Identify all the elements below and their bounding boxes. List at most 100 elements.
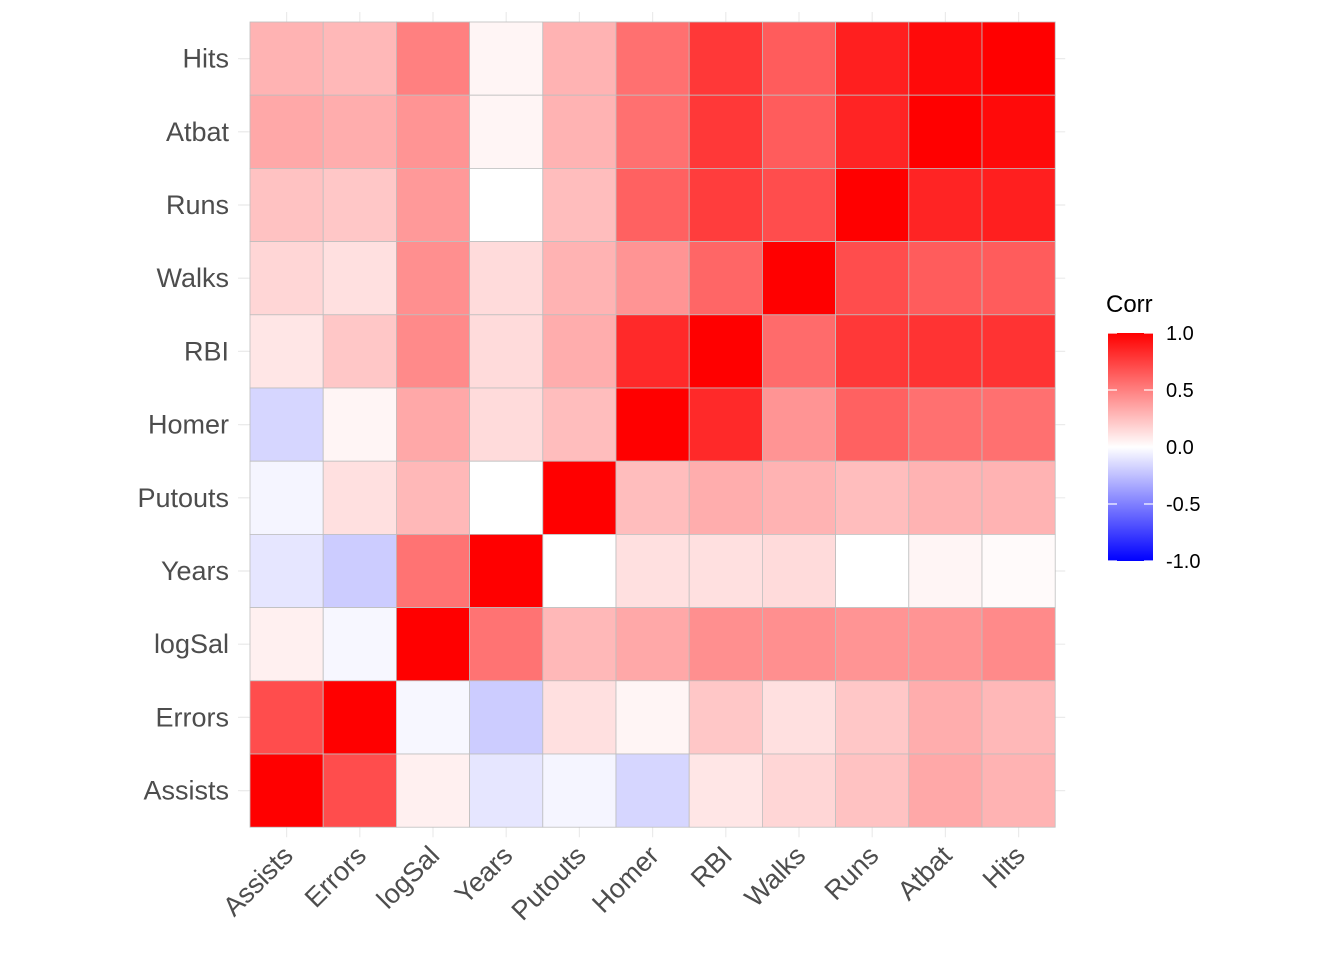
y-tick-label-putouts: Putouts — [137, 483, 229, 513]
legend-tick-label: 1.0 — [1166, 323, 1194, 345]
heatmap-cell-homer-atbat — [908, 387, 983, 462]
heatmap-cell-hits-atbat — [908, 21, 983, 96]
legend-tick-label: -1.0 — [1166, 551, 1200, 573]
heatmap-cell-hits-assists — [249, 21, 324, 96]
x-tick-label-rbi: RBI — [685, 840, 738, 893]
y-tick-label-walks: Walks — [157, 263, 230, 293]
heatmap-cell-putouts-logsal — [395, 460, 470, 535]
x-tick-label-logsal: logSal — [371, 840, 445, 914]
heatmap-cell-years-logsal — [395, 534, 470, 609]
heatmap-cell-rbi-rbi — [688, 314, 763, 389]
legend-title: Corr — [1106, 291, 1153, 318]
heatmap-cell-assists-walks — [762, 753, 837, 828]
heatmap-cell-logsal-rbi — [688, 607, 763, 682]
heatmap-cell-runs-runs — [835, 167, 910, 242]
y-tick-label-errors: Errors — [156, 702, 230, 732]
color-legend: Corr 1.0 0.5 0.0 -0.5 -1.0 — [1106, 291, 1200, 573]
heatmap-cell-errors-logsal — [395, 680, 470, 755]
heatmap-cell-years-years — [469, 534, 544, 609]
x-tick-label-assists: Assists — [217, 840, 299, 922]
legend-tick-label: 0.5 — [1166, 380, 1194, 402]
heatmap-cell-atbat-years — [469, 94, 544, 169]
heatmap-cell-walks-years — [469, 241, 544, 316]
heatmap-cell-errors-errors — [322, 680, 397, 755]
heatmap-cell-putouts-assists — [249, 460, 324, 535]
heatmap-cell-assists-assists — [249, 753, 324, 828]
legend-tick-label: 0.0 — [1166, 437, 1194, 459]
heatmap-cell-atbat-walks — [762, 94, 837, 169]
heatmap-cell-walks-assists — [249, 241, 324, 316]
heatmap-cell-logsal-putouts — [542, 607, 617, 682]
heatmap-cell-assists-rbi — [688, 753, 763, 828]
heatmap-cell-putouts-errors — [322, 460, 397, 535]
x-tick-label-years: Years — [449, 840, 518, 909]
heatmap-cell-homer-runs — [835, 387, 910, 462]
heatmap-cell-walks-runs — [835, 241, 910, 316]
heatmap-cell-putouts-hits — [981, 460, 1056, 535]
heatmap-cell-walks-errors — [322, 241, 397, 316]
heatmap-cell-atbat-atbat — [908, 94, 983, 169]
heatmap-cell-atbat-hits — [981, 94, 1056, 169]
legend-tick-label: -0.5 — [1166, 494, 1200, 516]
heatmap-cell-rbi-logsal — [395, 314, 470, 389]
heatmap-cell-logsal-logsal — [395, 607, 470, 682]
heatmap-cell-assists-years — [469, 753, 544, 828]
x-tick-label-hits: Hits — [977, 840, 1031, 894]
heatmap-cell-homer-putouts — [542, 387, 617, 462]
heatmap-cell-hits-putouts — [542, 21, 617, 96]
y-tick-label-runs: Runs — [166, 190, 229, 220]
heatmap-cell-runs-walks — [762, 167, 837, 242]
heatmap-cell-atbat-rbi — [688, 94, 763, 169]
heatmap-cell-logsal-atbat — [908, 607, 983, 682]
heatmap-cell-hits-walks — [762, 21, 837, 96]
heatmap-cell-walks-atbat — [908, 241, 983, 316]
heatmap-cell-years-walks — [762, 534, 837, 609]
heatmap-cell-hits-logsal — [395, 21, 470, 96]
heatmap-cell-rbi-years — [469, 314, 544, 389]
heatmap-cell-logsal-assists — [249, 607, 324, 682]
heatmap-cell-putouts-runs — [835, 460, 910, 535]
heatmap-cell-years-rbi — [688, 534, 763, 609]
heatmap-cell-assists-logsal — [395, 753, 470, 828]
heatmap-cell-homer-years — [469, 387, 544, 462]
y-axis-tick-labels: Hits Atbat Runs Walks RBI Homer Putouts Years lo… — [137, 44, 248, 806]
heatmap-cell-rbi-assists — [249, 314, 324, 389]
heatmap-cell-atbat-putouts — [542, 94, 617, 169]
heatmap-cell-hits-homer — [615, 21, 690, 96]
heatmap-cell-putouts-putouts — [542, 460, 617, 535]
x-tick-label-putouts: Putouts — [506, 840, 592, 926]
heatmap-cell-logsal-homer — [615, 607, 690, 682]
heatmap-cell-assists-hits — [981, 753, 1056, 828]
x-tick-label-errors: Errors — [299, 840, 372, 913]
heatmap-cell-rbi-putouts — [542, 314, 617, 389]
heatmap-cell-homer-walks — [762, 387, 837, 462]
heatmap-cell-walks-hits — [981, 241, 1056, 316]
legend-ticks: 1.0 0.5 0.0 -0.5 -1.0 — [1108, 323, 1200, 573]
heatmap-cell-homer-homer — [615, 387, 690, 462]
heatmap-cell-putouts-rbi — [688, 460, 763, 535]
heatmap-cell-logsal-hits — [981, 607, 1056, 682]
heatmap-cell-walks-logsal — [395, 241, 470, 316]
heatmap-cell-years-runs — [835, 534, 910, 609]
heatmap-cell-hits-years — [469, 21, 544, 96]
heatmap-cell-walks-homer — [615, 241, 690, 316]
heatmap-cell-hits-rbi — [688, 21, 763, 96]
y-tick-label-assists: Assists — [143, 776, 229, 806]
y-tick-label-hits: Hits — [183, 44, 230, 74]
heatmap-cell-errors-atbat — [908, 680, 983, 755]
x-tick-label-runs: Runs — [819, 840, 885, 906]
heatmap-cell-runs-homer — [615, 167, 690, 242]
heatmap-cell-errors-rbi — [688, 680, 763, 755]
heatmap-cell-years-assists — [249, 534, 324, 609]
heatmap-cell-homer-assists — [249, 387, 324, 462]
heatmap-cell-runs-errors — [322, 167, 397, 242]
heatmap-cell-homer-logsal — [395, 387, 470, 462]
heatmap-cell-errors-putouts — [542, 680, 617, 755]
heatmap-cell-years-atbat — [908, 534, 983, 609]
y-tick-label-homer: Homer — [148, 410, 229, 440]
heatmap-cell-hits-runs — [835, 21, 910, 96]
heatmap-cell-rbi-hits — [981, 314, 1056, 389]
heatmap-cell-runs-hits — [981, 167, 1056, 242]
